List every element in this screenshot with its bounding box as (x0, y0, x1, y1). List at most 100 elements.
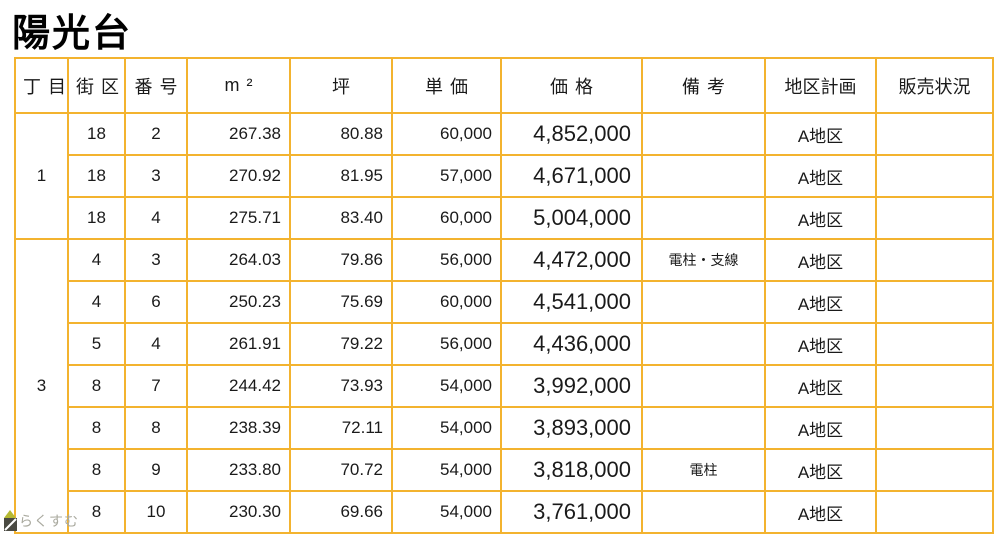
cell-chiku-keikaku: A地区 (764, 112, 877, 156)
cell-m2: 264.03 (186, 238, 291, 282)
table-header-row: 丁目 街区 番号 m² 坪単価 価格 備考 地区計画 販売状況 (14, 57, 994, 114)
cell-biko (641, 280, 766, 324)
cell-tanka: 57,000 (391, 154, 502, 198)
cell-chome: 1 (14, 112, 69, 240)
column-header-hanbai-jokyo: 販売状況 (875, 57, 994, 114)
cell-kakaku: 3,818,000 (500, 448, 643, 492)
cell-m2: 233.80 (186, 448, 291, 492)
cell-chiku-keikaku: A地区 (764, 154, 877, 198)
cell-hanbai-jokyo (875, 238, 994, 282)
cell-hanbai-jokyo (875, 322, 994, 366)
cell-hanbai-jokyo (875, 490, 994, 534)
cell-tanka: 56,000 (391, 322, 502, 366)
cell-chiku-keikaku: A地区 (764, 364, 877, 408)
cell-chiku-keikaku: A地区 (764, 406, 877, 450)
cell-biko (641, 112, 766, 156)
table-body: 1 18 2 267.38 80.88 60,000 4,852,000 A地区 18 3 270.… (14, 112, 994, 534)
cell-kakaku: 4,541,000 (500, 280, 643, 324)
watermark-label: らくすむ (19, 513, 79, 529)
cell-m2: 270.92 (186, 154, 291, 198)
cell-tsubo: 83.40 (289, 196, 393, 240)
cell-m2: 238.39 (186, 406, 291, 450)
cell-chiku-keikaku: A地区 (764, 280, 877, 324)
column-header-gaiku: 街区 (67, 57, 126, 114)
table-row: 18 3 270.92 81.95 57,000 4,671,000 A地区 (15, 154, 994, 198)
cell-tanka: 60,000 (391, 112, 502, 156)
cell-chiku-keikaku: A地区 (764, 448, 877, 492)
cell-tanka: 60,000 (391, 280, 502, 324)
cell-chiku-keikaku: A地区 (764, 196, 877, 240)
column-header-bango: 番号 (124, 57, 188, 114)
column-header-biko: 備考 (641, 57, 766, 114)
cell-gaiku: 18 (67, 112, 126, 156)
cell-biko: 電柱 (641, 448, 766, 492)
cell-gaiku: 4 (67, 238, 126, 282)
watermark: らくすむ (2, 509, 79, 531)
cell-tanka: 54,000 (391, 490, 502, 534)
table-row: 5 4 261.91 79.22 56,000 4,436,000 A地区 (15, 322, 994, 366)
cell-hanbai-jokyo (875, 364, 994, 408)
cell-m2: 244.42 (186, 364, 291, 408)
cell-bango: 4 (124, 196, 188, 240)
cell-tsubo: 70.72 (289, 448, 393, 492)
land-price-table: 丁目 街区 番号 m² 坪単価 価格 備考 地区計画 販売状況 1 18 2 267.38 80.88 6… (14, 57, 994, 534)
cell-biko (641, 322, 766, 366)
cell-tanka: 54,000 (391, 406, 502, 450)
cell-bango: 7 (124, 364, 188, 408)
cell-kakaku: 3,992,000 (500, 364, 643, 408)
rakusumu-logo-icon (2, 509, 18, 531)
cell-gaiku: 4 (67, 280, 126, 324)
cell-tsubo: 81.95 (289, 154, 393, 198)
cell-hanbai-jokyo (875, 154, 994, 198)
cell-biko (641, 364, 766, 408)
column-header-chiku-keikaku: 地区計画 (764, 57, 877, 114)
cell-hanbai-jokyo (875, 196, 994, 240)
column-header-tsubo: 坪 (289, 57, 393, 114)
column-header-tanka: 単価 (391, 57, 502, 114)
cell-biko (641, 406, 766, 450)
table-row: 8 9 233.80 70.72 54,000 3,818,000 電柱 A地区 (15, 448, 994, 492)
table-row: 18 4 275.71 83.40 60,000 5,004,000 A地区 (15, 196, 994, 240)
cell-tanka: 54,000 (391, 448, 502, 492)
cell-hanbai-jokyo (875, 448, 994, 492)
cell-hanbai-jokyo (875, 406, 994, 450)
cell-gaiku: 8 (67, 448, 126, 492)
cell-gaiku: 8 (67, 490, 126, 534)
cell-kakaku: 4,472,000 (500, 238, 643, 282)
cell-gaiku: 5 (67, 322, 126, 366)
cell-tsubo: 72.11 (289, 406, 393, 450)
column-header-chome: 丁目 (14, 57, 69, 114)
cell-tanka: 60,000 (391, 196, 502, 240)
cell-chome: 3 (14, 238, 69, 534)
cell-tsubo: 75.69 (289, 280, 393, 324)
cell-m2: 275.71 (186, 196, 291, 240)
cell-tanka: 56,000 (391, 238, 502, 282)
cell-hanbai-jokyo (875, 112, 994, 156)
cell-bango: 9 (124, 448, 188, 492)
cell-biko (641, 154, 766, 198)
cell-kakaku: 4,852,000 (500, 112, 643, 156)
cell-kakaku: 3,893,000 (500, 406, 643, 450)
cell-hanbai-jokyo (875, 280, 994, 324)
table-row: 3 4 3 264.03 79.86 56,000 4,472,000 電柱・支線 A地区 (14, 238, 994, 534)
cell-m2: 230.30 (186, 490, 291, 534)
cell-tsubo: 80.88 (289, 112, 393, 156)
cell-kakaku: 4,436,000 (500, 322, 643, 366)
cell-kakaku: 3,761,000 (500, 490, 643, 534)
cell-chiku-keikaku: A地区 (764, 322, 877, 366)
cell-tanka: 54,000 (391, 364, 502, 408)
cell-tsubo: 79.86 (289, 238, 393, 282)
cell-biko: 電柱・支線 (641, 238, 766, 282)
cell-tsubo: 79.22 (289, 322, 393, 366)
cell-kakaku: 5,004,000 (500, 196, 643, 240)
column-header-kakaku: 価格 (500, 57, 643, 114)
cell-bango: 3 (124, 238, 188, 282)
cell-gaiku: 8 (67, 406, 126, 450)
cell-tsubo: 73.93 (289, 364, 393, 408)
cell-gaiku: 18 (67, 154, 126, 198)
table-row: 4 6 250.23 75.69 60,000 4,541,000 A地区 (15, 280, 994, 324)
cell-gaiku: 8 (67, 364, 126, 408)
cell-bango: 4 (124, 322, 188, 366)
column-header-m2: m² (186, 57, 291, 114)
cell-gaiku: 18 (67, 196, 126, 240)
